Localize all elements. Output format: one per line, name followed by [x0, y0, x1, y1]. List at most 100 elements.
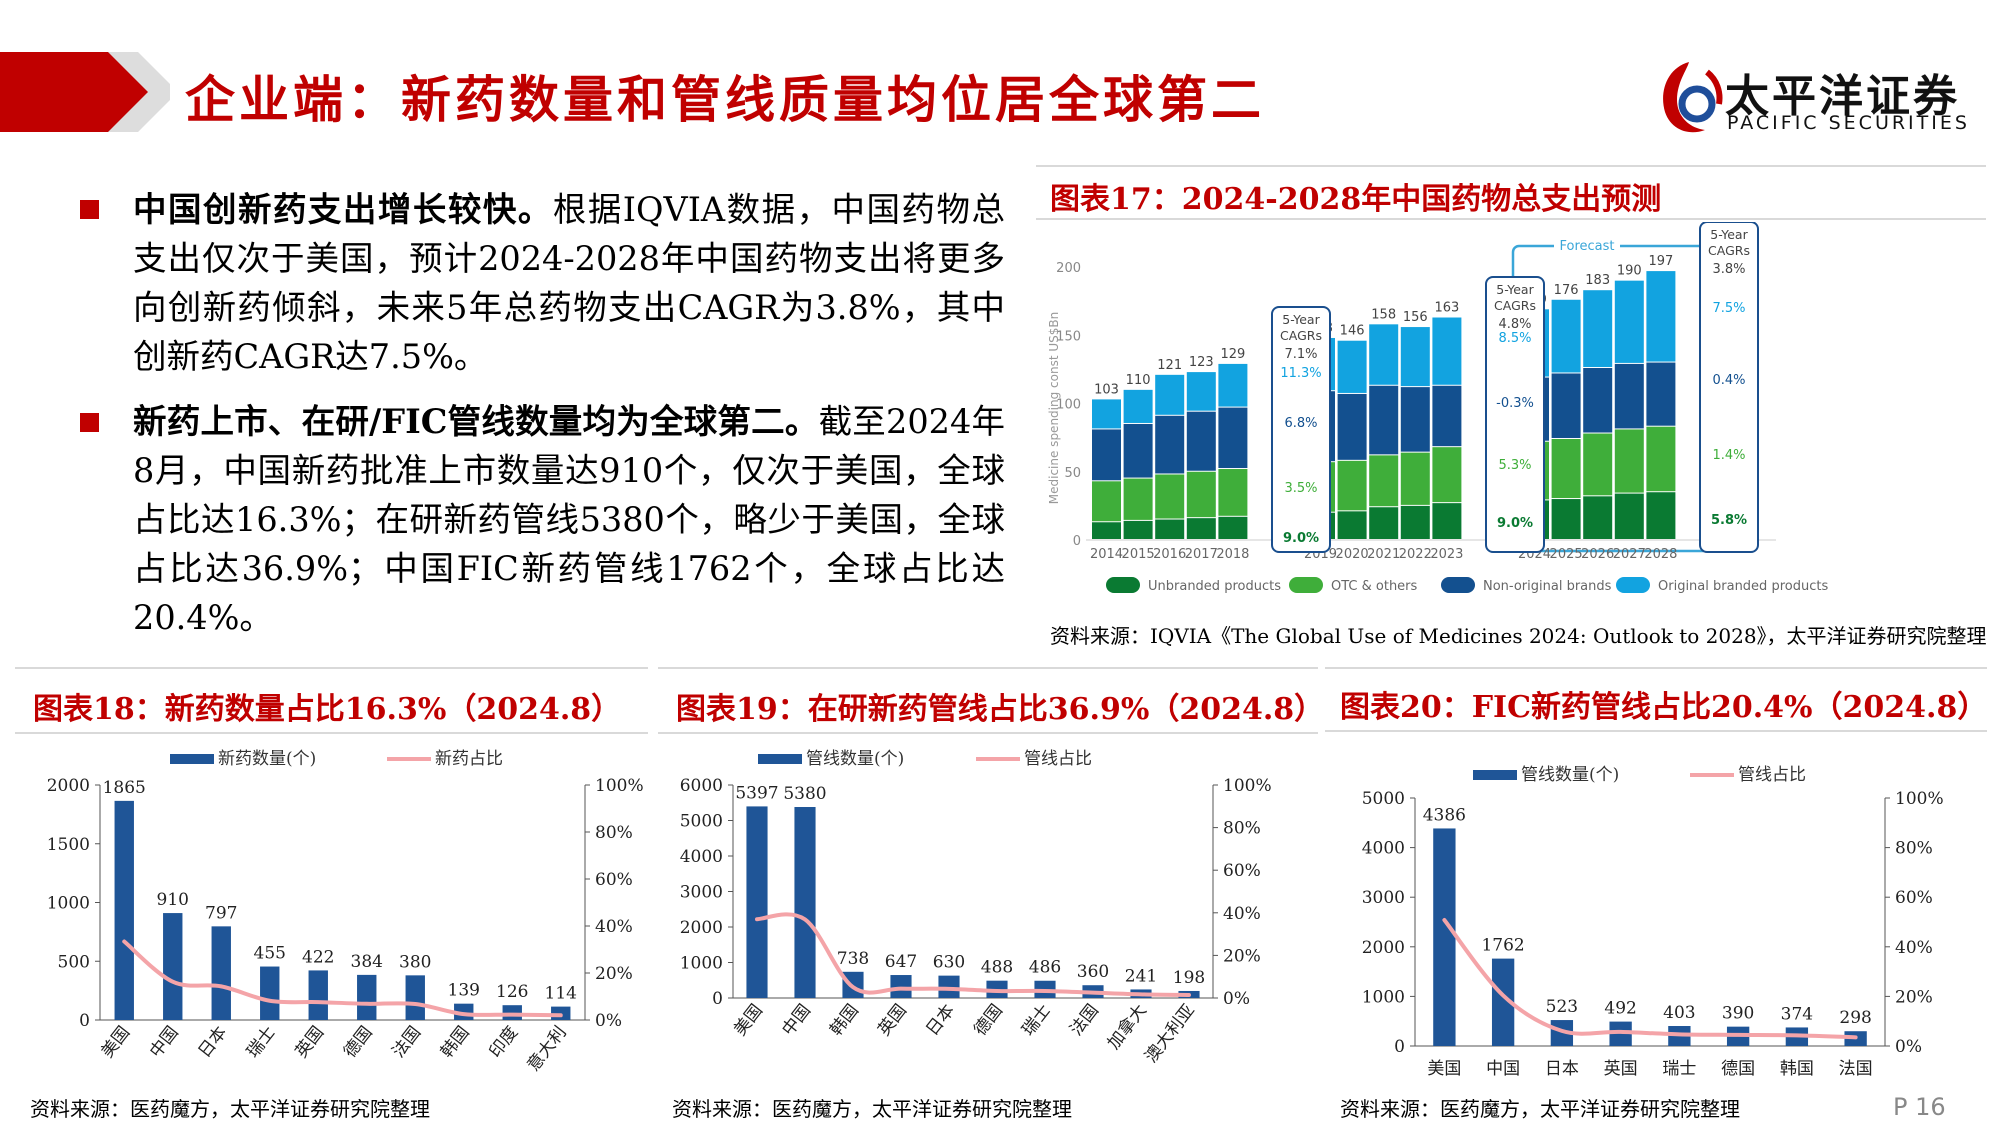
fig18-bar-value-label: 422 — [302, 947, 334, 967]
page-number: P 16 — [1893, 1093, 1946, 1121]
fig17-total-label: 183 — [1585, 273, 1610, 288]
fig19-bar-value-label: 738 — [837, 949, 869, 969]
fig19-bar-value-label: 486 — [1029, 958, 1061, 978]
fig20-y2-tick-label: 100% — [1895, 789, 1944, 809]
fig20-bar-value-label: 4386 — [1423, 805, 1466, 825]
fig18-y-tick-label: 500 — [58, 952, 90, 972]
fig17-legend-label: OTC & others — [1331, 579, 1418, 594]
fig17-cagr-box — [1485, 276, 1545, 553]
fig17-y-tick-label: 200 — [1056, 261, 1081, 276]
fig17-cagr-total: 3.8% — [1712, 262, 1745, 277]
fig17-y-tick-label: 0 — [1073, 534, 1081, 549]
fig17-bar-segment — [1369, 324, 1399, 385]
fig20-x-tick-label: 德国 — [1721, 1059, 1755, 1079]
fig17-total-label: 123 — [1189, 355, 1214, 370]
fig17-bar-segment — [1092, 429, 1121, 481]
fig17-cagr-value: 6.8% — [1284, 416, 1317, 431]
fig19-bar — [794, 807, 816, 998]
fig20-bar-value-label: 390 — [1722, 1004, 1754, 1024]
fig17-bar-segment — [1155, 474, 1185, 519]
fig18-bar — [114, 800, 134, 1020]
fig19-x-tick-label: 加拿大 — [1103, 1000, 1151, 1053]
fig17-bar-segment — [1646, 362, 1676, 426]
header-arrow-decoration — [0, 52, 170, 132]
fig20-bar — [1550, 1020, 1574, 1046]
fig17-cagr-box — [1699, 222, 1759, 553]
fig17-cagr-box — [1271, 306, 1331, 553]
bullet-marker — [80, 413, 99, 432]
fig18-y2-tick-label: 0% — [595, 1011, 622, 1031]
fig17-cagr-total: 4.8% — [1498, 317, 1531, 332]
fig18-bar — [357, 974, 377, 1020]
fig19-bar-value-label: 198 — [1173, 968, 1205, 988]
fig20-y-tick-label: 1000 — [1362, 987, 1405, 1007]
fig18-bar — [405, 975, 425, 1020]
fig19-y-tick-label: 0 — [712, 989, 723, 1009]
fig20-x-tick-label: 瑞士 — [1662, 1059, 1696, 1079]
fig18-bar-value-label: 797 — [205, 903, 237, 923]
fig19-x-tick-label: 中国 — [778, 1001, 815, 1040]
fig19-source: 资料来源：医药魔方，太平洋证券研究院整理 — [672, 1097, 1072, 1121]
fig17-y-axis-label: Medicine spending const US$Bn — [1047, 312, 1061, 504]
fig18-y2-tick-label: 60% — [595, 870, 633, 890]
fig17-cagr-value: 1.4% — [1712, 448, 1745, 463]
fig20-y-tick-label: 4000 — [1362, 839, 1405, 859]
fig20-chart: 管线数量(个) 管线占比 0 1000 2000 3000 4000 5000 0% 20% 40%… — [1362, 765, 1944, 1079]
fig17-bar-segment — [1432, 317, 1462, 385]
fig19-x-tick-label: 英国 — [874, 1001, 911, 1040]
fig17-legend-label: Unbranded products — [1148, 579, 1281, 594]
fig18-legend-bar-swatch — [170, 754, 214, 764]
fig17-bar-segment — [1218, 363, 1248, 407]
fig20-y2-tick-label: 80% — [1895, 839, 1933, 859]
fig19-y-tick-label: 6000 — [680, 776, 723, 796]
fig19-y-tick-label: 5000 — [680, 812, 723, 832]
fig17-cagr-value: 11.3% — [1280, 366, 1321, 381]
fig20-bar — [1433, 828, 1456, 1046]
fig17-bar-segment — [1337, 460, 1367, 511]
fig18-bar-value-label: 455 — [254, 944, 286, 964]
fig17-total-label: 121 — [1157, 358, 1182, 373]
fig20-x-tick-label: 韩国 — [1780, 1059, 1814, 1079]
fig17-bar-segment — [1583, 290, 1613, 368]
fig17-cagr-value: 7.5% — [1712, 301, 1745, 316]
fig20-x-tick-label: 中国 — [1486, 1059, 1520, 1079]
fig20-share-line — [1442, 918, 1858, 1040]
fig17-total-label: 163 — [1434, 301, 1459, 316]
fig17-x-tick-label: 2026 — [1581, 547, 1614, 562]
fig17-x-tick-label: 2014 — [1090, 547, 1123, 562]
fig17-bar-segment — [1583, 496, 1613, 539]
fig17-chart: Medicine spending const US$Bn 0 50 100 150 20… — [1047, 222, 1828, 594]
fig18-x-tick-label: 日本 — [194, 1023, 231, 1062]
fig17-total-label: 129 — [1220, 347, 1245, 362]
fig17-cagr-total: 7.1% — [1284, 347, 1317, 362]
fig18-y-tick-label: 2000 — [47, 776, 90, 796]
fig18-x-tick-label: 韩国 — [437, 1023, 474, 1062]
fig17-cagr-value: 3.5% — [1284, 481, 1317, 496]
fig19-title-rule — [658, 732, 1318, 734]
fig17-bar-segment — [1646, 492, 1676, 539]
fig20-legend-line-label: 管线占比 — [1738, 765, 1806, 785]
fig20-bar-value-label: 403 — [1663, 1003, 1695, 1023]
fig19-x-tick-label: 法国 — [1066, 1001, 1103, 1040]
fig18-bar-value-label: 1865 — [103, 778, 146, 798]
fig17-total-label: 110 — [1126, 373, 1151, 388]
fig17-bar-segment — [1551, 438, 1581, 499]
fig17-bar-segment — [1583, 368, 1613, 433]
fig18-legend-line-label: 新药占比 — [435, 749, 503, 769]
fig17-total-label: 146 — [1340, 324, 1365, 339]
fig19-chart: 管线数量(个) 管线占比 0 1000 2000 3000 4000 5000 6000 0% 20… — [680, 749, 1272, 1067]
fig19-x-tick-label: 日本 — [922, 1001, 959, 1040]
fig20-y2-tick-label: 40% — [1895, 938, 1933, 958]
bullet-paragraph-2: 新药上市、在研/FIC管线数量均为全球第二。截至2024年8月，中国新药批准上市… — [133, 397, 1005, 642]
fig17-cagr-value: 5.8% — [1711, 513, 1747, 528]
fig18-y2-tick-label: 40% — [595, 917, 633, 937]
fig17-bar-segment — [1551, 299, 1581, 373]
fig17-x-tick-label: 2023 — [1430, 547, 1463, 562]
fig19-y-tick-label: 1000 — [680, 954, 723, 974]
fig19-bar-value-label: 241 — [1125, 966, 1157, 986]
bullet-paragraph-1: 中国创新药支出增长较快。根据IQVIA数据，中国药物总支出仅次于美国，预计202… — [133, 185, 1005, 381]
fig17-total-label: 190 — [1617, 264, 1642, 279]
bullet-1-lead: 中国创新药支出增长较快。 — [133, 190, 553, 229]
pacific-logo-icon — [1663, 62, 1723, 133]
fig19-bar-value-label: 5380 — [783, 784, 826, 804]
